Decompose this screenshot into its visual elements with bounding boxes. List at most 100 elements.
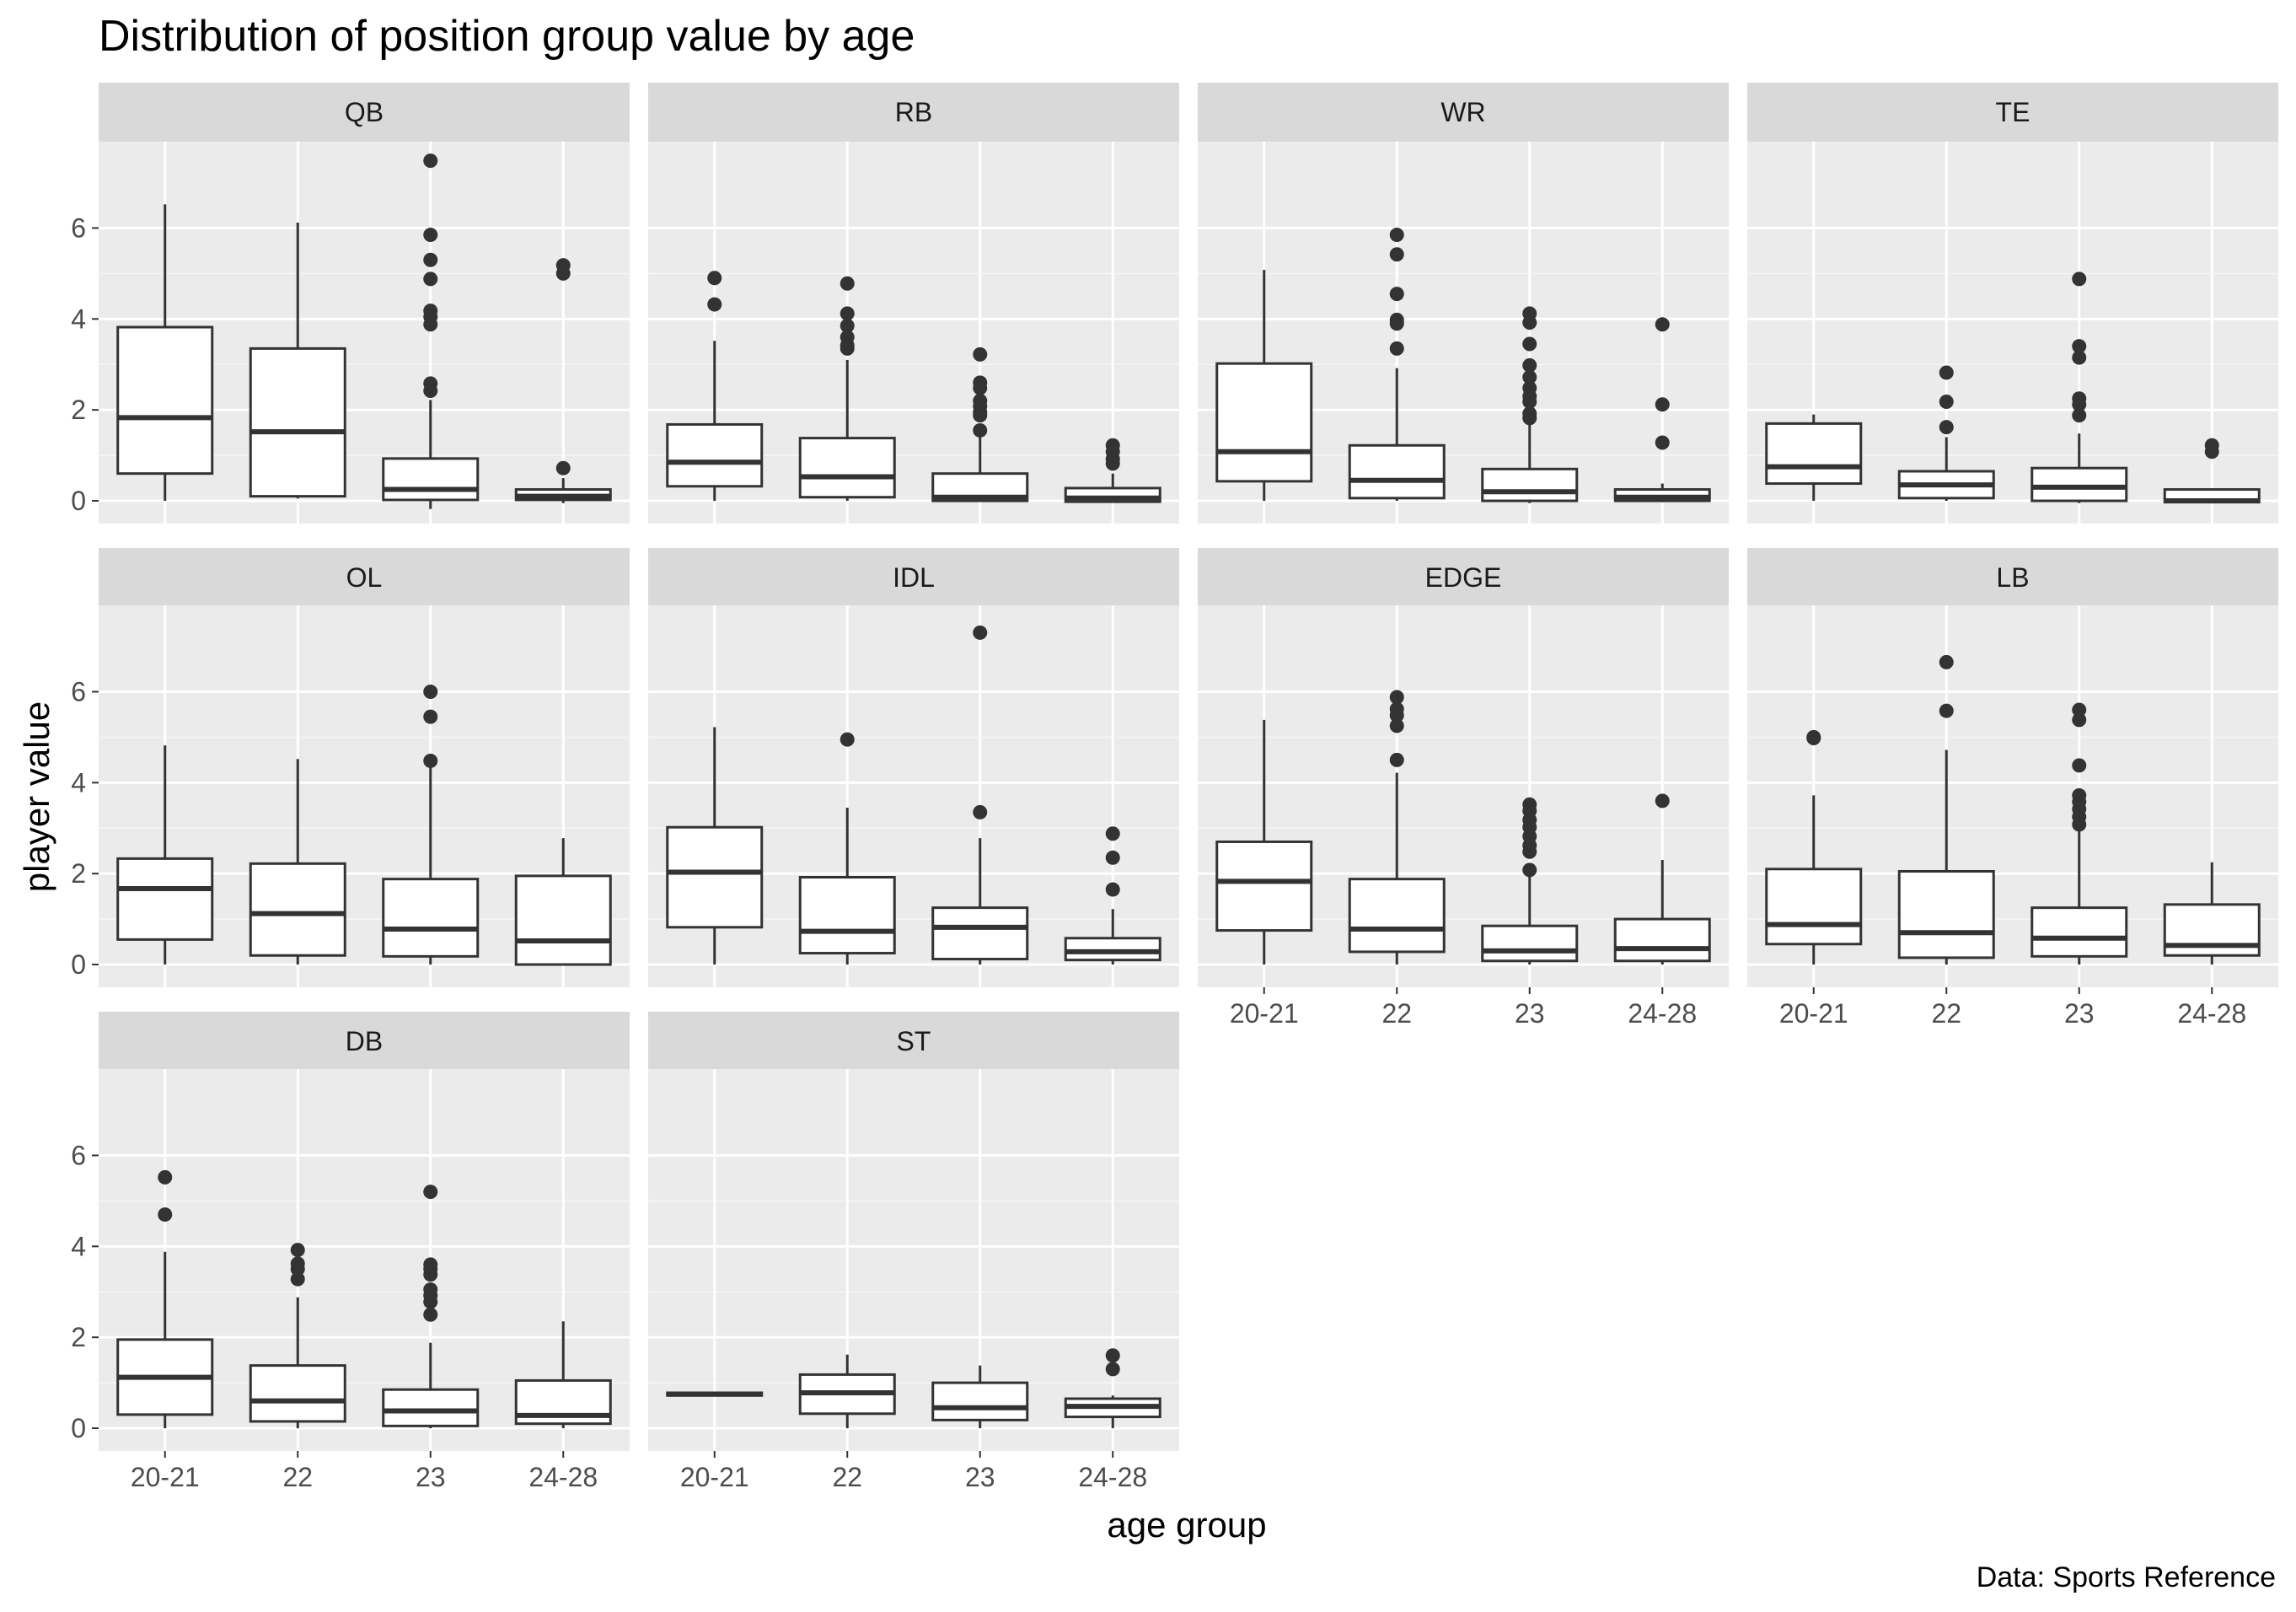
box-iqr bbox=[1215, 362, 1313, 483]
box-idl-20-21 bbox=[666, 727, 764, 965]
outlier-point bbox=[423, 384, 438, 399]
outlier-point bbox=[2072, 817, 2087, 832]
box-st-23 bbox=[931, 1365, 1029, 1429]
box-rb-23 bbox=[931, 347, 1029, 502]
box-lb-24-28 bbox=[2163, 862, 2261, 965]
outlier-point bbox=[840, 306, 855, 321]
box-db-20-21 bbox=[116, 1169, 214, 1429]
facet-qb: QB 0 2 4 6 bbox=[71, 83, 630, 524]
box-iqr bbox=[116, 325, 214, 476]
outlier-point bbox=[1655, 317, 1670, 332]
box-iqr bbox=[2030, 466, 2128, 502]
facet-st: ST 20-21 22 23 24-28 bbox=[648, 1012, 1179, 1492]
outlier-point bbox=[1939, 703, 1954, 718]
box-wr-23 bbox=[1481, 306, 1579, 503]
outlier-point bbox=[1105, 850, 1120, 865]
facet-strip-label: ST bbox=[897, 1026, 931, 1056]
x-tick-label: 23 bbox=[1515, 998, 1545, 1029]
facet-idl: IDL bbox=[648, 548, 1179, 987]
panel-background bbox=[648, 1069, 1179, 1451]
outlier-point bbox=[158, 1169, 173, 1185]
box-iqr bbox=[249, 347, 346, 498]
box-qb-22 bbox=[249, 222, 346, 499]
x-tick-label: 24-28 bbox=[1628, 998, 1697, 1029]
facet-strip bbox=[1198, 548, 1729, 607]
box-edge-24-28 bbox=[1613, 793, 1711, 965]
outlier-point bbox=[423, 1307, 438, 1322]
outlier-point bbox=[1105, 1348, 1120, 1363]
box-iqr bbox=[382, 1388, 480, 1427]
outlier-point bbox=[2072, 397, 2087, 412]
x-tick-label: 22 bbox=[282, 1462, 313, 1492]
facet-rb: RB bbox=[648, 83, 1179, 524]
outlier-point bbox=[1522, 394, 1537, 409]
box-rb-24-28 bbox=[1064, 438, 1161, 503]
box-iqr bbox=[2030, 906, 2128, 958]
outlier-point bbox=[2072, 350, 2087, 365]
outlier-point bbox=[1389, 247, 1404, 262]
outlier-point bbox=[1389, 708, 1404, 723]
outlier-point bbox=[1522, 315, 1537, 330]
box-db-22 bbox=[249, 1243, 346, 1429]
outlier-point bbox=[2204, 444, 2219, 459]
outlier-point bbox=[973, 347, 988, 362]
x-tick-label: 22 bbox=[1381, 998, 1412, 1029]
outlier-point bbox=[423, 271, 438, 287]
box-ol-24-28 bbox=[514, 838, 612, 966]
y-tick-label: 0 bbox=[71, 1413, 86, 1443]
panel-background bbox=[648, 605, 1179, 987]
facet-strip-label: LB bbox=[1996, 562, 2029, 593]
box-iqr bbox=[116, 857, 214, 941]
outlier-point bbox=[1105, 882, 1120, 897]
box-ol-22 bbox=[249, 759, 346, 965]
facet-db: DB 0 2 4 6 20-21 22 23 24-28 bbox=[71, 1012, 630, 1492]
facet-ol: OL 0 2 4 6 bbox=[71, 548, 630, 987]
outlier-point bbox=[1939, 654, 1954, 669]
box-iqr bbox=[382, 457, 480, 502]
outlier-point bbox=[1655, 397, 1670, 412]
box-iqr bbox=[931, 1381, 1029, 1421]
outlier-point bbox=[290, 1271, 305, 1287]
outlier-point bbox=[2072, 271, 2087, 287]
facet-wr: WR bbox=[1198, 83, 1729, 524]
x-tick-label: 20-21 bbox=[131, 1462, 200, 1492]
outlier-point bbox=[555, 266, 571, 281]
box-wr-24-28 bbox=[1613, 317, 1711, 502]
facet-strip-label: DB bbox=[346, 1026, 383, 1056]
facet-strip-label: WR bbox=[1440, 97, 1485, 127]
outlier-point bbox=[1939, 365, 1954, 380]
x-tick-label: 23 bbox=[2064, 998, 2095, 1029]
x-tick-label: 22 bbox=[832, 1462, 862, 1492]
box-iqr bbox=[514, 874, 612, 966]
box-idl-22 bbox=[798, 732, 896, 965]
outlier-point bbox=[1389, 341, 1404, 356]
facet-strip bbox=[99, 83, 630, 142]
box-lb-22 bbox=[1897, 654, 1995, 965]
box-qb-23 bbox=[382, 153, 480, 509]
y-tick-label: 2 bbox=[71, 1322, 86, 1352]
box-iqr bbox=[1064, 937, 1161, 962]
y-tick-label: 6 bbox=[71, 1140, 86, 1170]
box-iqr bbox=[798, 875, 896, 955]
outlier-point bbox=[1389, 287, 1404, 302]
box-rb-22 bbox=[798, 276, 896, 502]
outlier-point bbox=[1522, 411, 1537, 426]
x-tick-label: 24-28 bbox=[528, 1462, 598, 1492]
outlier-point bbox=[1522, 844, 1537, 859]
box-edge-20-21 bbox=[1215, 719, 1313, 965]
facet-strip bbox=[99, 548, 630, 607]
y-tick-label: 6 bbox=[71, 212, 86, 243]
x-tick-label: 24-28 bbox=[2177, 998, 2246, 1029]
outlier-point bbox=[973, 408, 988, 423]
y-tick-label: 2 bbox=[71, 395, 86, 425]
facet-strip-label: OL bbox=[346, 562, 383, 593]
outlier-point bbox=[1939, 420, 1954, 435]
outlier-point bbox=[840, 732, 855, 747]
x-tick-label: 23 bbox=[965, 1462, 995, 1492]
box-lb-20-21 bbox=[1765, 729, 1863, 965]
y-tick-label: 4 bbox=[71, 1231, 86, 1261]
box-iqr bbox=[1765, 868, 1863, 946]
outlier-point bbox=[1522, 336, 1537, 352]
facet-strip-label: TE bbox=[1996, 97, 2030, 127]
